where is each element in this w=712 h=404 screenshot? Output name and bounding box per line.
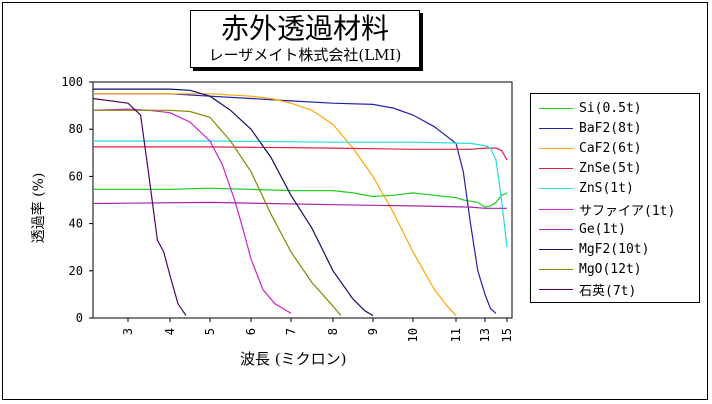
legend-label: サファイア(1t) (579, 203, 676, 219)
x-tick-label: 6 (244, 328, 258, 335)
legend-item: 石英(7t) (539, 280, 636, 300)
legend-item: サファイア(1t) (539, 199, 675, 219)
legend-label: BaF2(8t) (579, 120, 642, 136)
x-tick-label: 5 (203, 328, 217, 335)
legend: Si(0.5t) BaF2(8t) CaF2(6t) ZnSe(5t) ZnS(1t) サ… (530, 93, 700, 303)
legend-label: MgO(12t) (579, 262, 642, 278)
legend-swatch (539, 168, 573, 170)
plot-area (92, 81, 513, 319)
series-line-0 (93, 187, 508, 208)
x-tick-label: 9 (366, 328, 380, 335)
series-line-8 (93, 109, 342, 316)
x-tick-label: 11 (449, 328, 463, 342)
series-line-3 (93, 146, 508, 161)
series-line-2 (93, 93, 457, 317)
y-tick-label: 100 (61, 75, 83, 89)
legend-swatch (539, 248, 573, 250)
x-tick-label: 7 (284, 328, 298, 335)
x-tick-label: 13 (478, 328, 492, 342)
x-tick-label: 4 (163, 328, 177, 335)
chart-subtitle: レーザメイト株式会社(LMI) (208, 46, 402, 64)
legend-swatch (539, 269, 573, 271)
series-line-7 (93, 88, 374, 317)
legend-label: Ge(1t) (579, 221, 626, 237)
x-tick-label: 8 (326, 328, 340, 335)
y-tick-label: 20 (69, 264, 83, 278)
legend-swatch (539, 147, 573, 149)
legend-item: MgF2(10t) (539, 239, 649, 259)
series-line-6 (92, 201, 507, 209)
legend-item: Si(0.5t) (539, 98, 642, 118)
legend-label: MgF2(10t) (579, 241, 650, 257)
legend-label: 石英(7t) (579, 284, 637, 300)
legend-swatch (539, 107, 573, 109)
y-axis-label: 透過率 (%) (31, 172, 47, 244)
legend-swatch (539, 208, 573, 210)
chart-title: 赤外透過材料 (220, 12, 389, 45)
legend-swatch (539, 289, 573, 291)
legend-label: CaF2(6t) (579, 140, 642, 156)
series-line-9 (92, 97, 187, 316)
legend-swatch (539, 188, 573, 190)
y-tick-label: 40 (69, 217, 83, 231)
legend-label: Si(0.5t) (579, 100, 642, 116)
y-tick-label: 80 (69, 122, 83, 136)
legend-item: MgO(12t) (539, 260, 642, 280)
legend-item: CaF2(6t) (539, 138, 642, 158)
series-line-5 (92, 108, 292, 314)
y-tick-label: 0 (76, 311, 83, 325)
x-tick-label: 15 (500, 328, 514, 342)
x-tick-label: 3 (121, 328, 135, 335)
x-axis-label: 波長 (ミクロン) (240, 350, 347, 368)
series-line-4 (93, 140, 508, 248)
x-tick-label: 10 (406, 328, 420, 342)
y-tick-label: 60 (69, 169, 83, 183)
series-line-1 (93, 93, 497, 314)
legend-item: ZnS(1t) (539, 179, 634, 199)
legend-swatch (539, 127, 573, 129)
legend-swatch (539, 228, 573, 230)
legend-label: ZnS(1t) (579, 181, 634, 197)
legend-label: ZnSe(5t) (579, 161, 642, 177)
legend-item: BaF2(8t) (539, 118, 642, 138)
outer-frame (2, 2, 708, 400)
title-box: 赤外透過材料 レーザメイト株式会社(LMI) (190, 10, 420, 68)
legend-item: Ge(1t) (539, 219, 626, 239)
legend-item: ZnSe(5t) (539, 159, 642, 179)
